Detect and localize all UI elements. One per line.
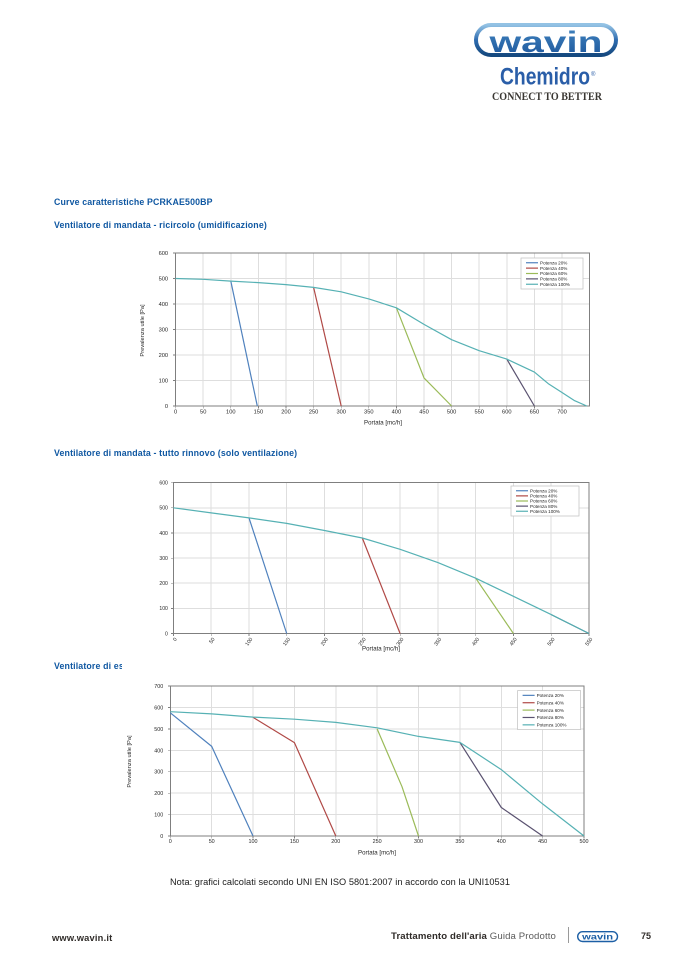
svg-text:wavin: wavin — [581, 933, 613, 942]
svg-text:Potenza 60%: Potenza 60% — [540, 271, 567, 276]
svg-text:400: 400 — [471, 637, 481, 648]
svg-text:500: 500 — [159, 506, 168, 512]
svg-text:0: 0 — [165, 631, 168, 637]
svg-text:Portata [mc/h]: Portata [mc/h] — [364, 420, 402, 427]
svg-text:Potenza 20%: Potenza 20% — [530, 488, 557, 493]
svg-text:Chemidro: Chemidro — [500, 64, 590, 91]
svg-text:300: 300 — [159, 328, 169, 334]
svg-text:®: ® — [591, 71, 596, 78]
svg-text:50: 50 — [209, 839, 215, 845]
svg-text:Prevalenza utile [Pa]: Prevalenza utile [Pa] — [127, 735, 133, 788]
svg-text:200: 200 — [154, 791, 163, 797]
svg-text:Portata [mc/h]: Portata [mc/h] — [362, 646, 400, 653]
svg-text:Potenza 20%: Potenza 20% — [540, 260, 567, 265]
svg-text:Potenza 40%: Potenza 40% — [540, 266, 567, 271]
svg-text:500: 500 — [580, 839, 589, 845]
svg-text:200: 200 — [159, 581, 168, 587]
svg-text:Portata [mc/h]: Portata [mc/h] — [358, 850, 396, 857]
svg-text:400: 400 — [154, 748, 163, 754]
svg-text:250: 250 — [309, 409, 319, 415]
svg-text:100: 100 — [249, 839, 258, 845]
svg-text:0: 0 — [169, 839, 172, 845]
svg-text:350: 350 — [455, 839, 464, 845]
svg-text:100: 100 — [159, 379, 169, 385]
svg-text:Potenza 40%: Potenza 40% — [530, 494, 557, 499]
svg-text:450: 450 — [419, 409, 429, 415]
svg-text:0: 0 — [165, 404, 168, 410]
svg-text:350: 350 — [364, 409, 374, 415]
svg-text:550: 550 — [474, 409, 484, 415]
svg-text:Potenza 100%: Potenza 100% — [537, 723, 567, 728]
svg-text:Potenza 60%: Potenza 60% — [537, 708, 564, 713]
svg-text:200: 200 — [281, 409, 291, 415]
svg-text:50: 50 — [200, 409, 206, 415]
svg-text:Potenza 80%: Potenza 80% — [530, 504, 557, 509]
svg-text:700: 700 — [557, 409, 567, 415]
svg-text:200: 200 — [331, 839, 340, 845]
svg-text:500: 500 — [159, 277, 169, 283]
svg-text:0: 0 — [174, 409, 177, 415]
svg-text:500: 500 — [447, 409, 457, 415]
svg-text:0: 0 — [172, 637, 179, 643]
svg-text:0: 0 — [160, 834, 163, 840]
svg-text:100: 100 — [154, 813, 163, 819]
svg-text:400: 400 — [159, 531, 168, 537]
svg-text:550: 550 — [584, 637, 594, 648]
svg-text:150: 150 — [290, 839, 299, 845]
svg-text:Potenza 40%: Potenza 40% — [537, 700, 564, 705]
svg-text:400: 400 — [159, 302, 169, 308]
svg-text:Potenza 100%: Potenza 100% — [540, 282, 570, 287]
svg-text:400: 400 — [392, 409, 402, 415]
svg-text:700: 700 — [154, 684, 163, 690]
svg-text:wavin: wavin — [488, 26, 602, 59]
svg-text:300: 300 — [154, 770, 163, 776]
svg-text:500: 500 — [547, 637, 557, 648]
svg-text:350: 350 — [433, 637, 443, 648]
svg-text:Potenza 60%: Potenza 60% — [530, 499, 557, 504]
svg-text:300: 300 — [336, 409, 346, 415]
svg-text:200: 200 — [159, 353, 169, 359]
svg-text:150: 150 — [282, 637, 292, 648]
svg-text:50: 50 — [208, 637, 216, 645]
svg-text:Potenza 80%: Potenza 80% — [540, 277, 567, 282]
svg-text:Potenza 100%: Potenza 100% — [530, 509, 560, 514]
svg-text:Potenza 80%: Potenza 80% — [537, 715, 564, 720]
svg-text:250: 250 — [358, 637, 368, 648]
svg-text:Potenza 20%: Potenza 20% — [537, 693, 564, 698]
svg-text:650: 650 — [530, 409, 540, 415]
svg-text:100: 100 — [226, 409, 236, 415]
svg-text:500: 500 — [154, 727, 163, 733]
svg-text:600: 600 — [502, 409, 512, 415]
svg-text:600: 600 — [159, 251, 169, 257]
svg-text:250: 250 — [373, 839, 382, 845]
svg-text:300: 300 — [159, 556, 168, 562]
svg-text:600: 600 — [154, 705, 163, 711]
svg-text:300: 300 — [396, 637, 406, 648]
svg-text:CONNECT TO BETTER: CONNECT TO BETTER — [492, 91, 603, 103]
svg-text:450: 450 — [538, 839, 547, 845]
svg-text:150: 150 — [254, 409, 264, 415]
svg-text:100: 100 — [159, 606, 168, 612]
svg-text:300: 300 — [414, 839, 423, 845]
svg-text:450: 450 — [509, 637, 519, 648]
svg-text:400: 400 — [497, 839, 506, 845]
svg-text:600: 600 — [159, 481, 168, 487]
svg-text:Prevalenza utile [Pa]: Prevalenza utile [Pa] — [140, 304, 146, 357]
svg-text:200: 200 — [320, 637, 330, 648]
svg-text:100: 100 — [244, 637, 254, 648]
